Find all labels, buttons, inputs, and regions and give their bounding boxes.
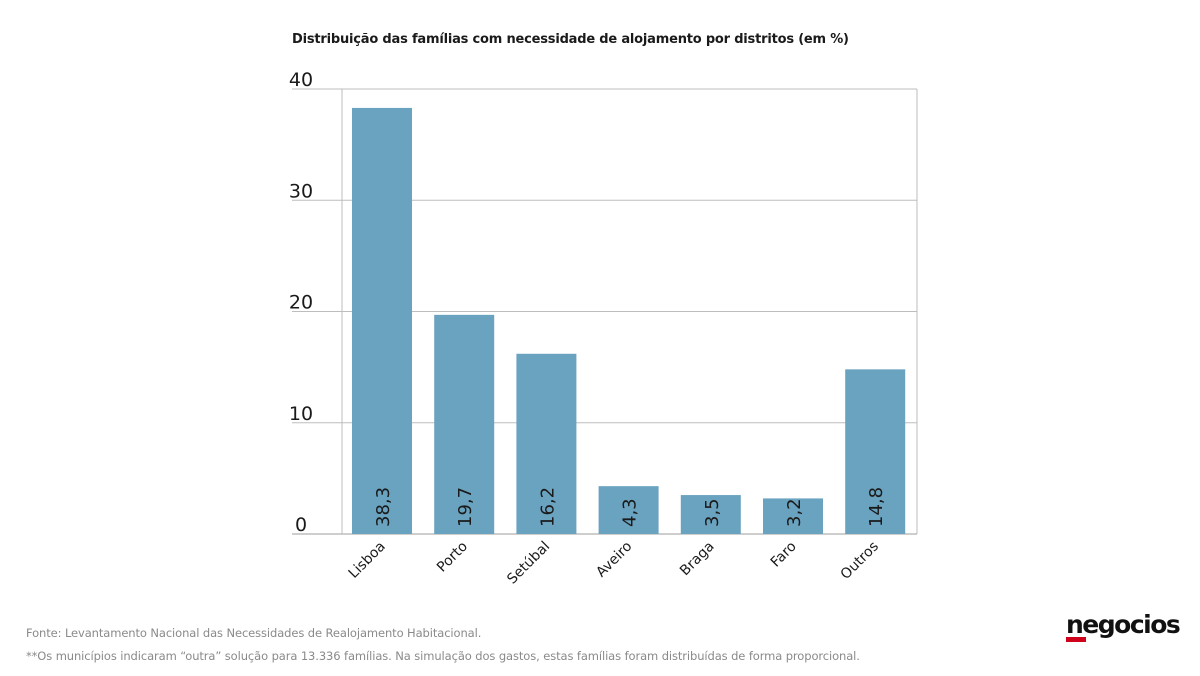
bar [845,369,906,534]
source-note: Fonte: Levantamento Nacional das Necessi… [26,626,482,640]
bar [763,498,823,534]
x-tick-label: Braga [677,539,718,580]
bar-value-label: 16,2 [537,487,558,527]
y-tick-label: 10 [289,403,313,425]
bar [516,353,577,534]
bar-value-label: 3,5 [702,498,723,527]
x-tick-label: Setúbal [504,539,553,588]
bar [680,495,741,534]
logo-accent-bar [1066,637,1086,642]
x-tick-label: Faro [768,539,800,571]
x-tick-label: Porto [434,539,471,576]
bar-value-label: 4,3 [620,498,641,527]
y-tick-label: 0 [295,514,307,536]
negocios-logo: negocios [1066,610,1181,639]
bar [598,486,659,534]
x-tick-label: Outros [838,539,882,583]
y-tick-label: 30 [289,180,313,202]
chart-title: Distribuição das famílias com necessidad… [292,32,849,47]
bar-value-label: 3,2 [784,498,805,527]
bar [352,107,412,534]
y-tick-label: 40 [289,69,313,91]
bar-value-label: 14,8 [866,487,887,527]
x-tick-label: Aveiro [593,539,635,581]
bar-value-label: 38,3 [373,487,394,527]
x-tick-label: Lisboa [346,539,389,582]
y-tick-label: 20 [289,292,313,314]
bar [434,314,495,534]
bar-value-label: 19,7 [455,487,476,527]
footnote: **Os municípios indicaram “outra” soluçã… [26,649,860,663]
